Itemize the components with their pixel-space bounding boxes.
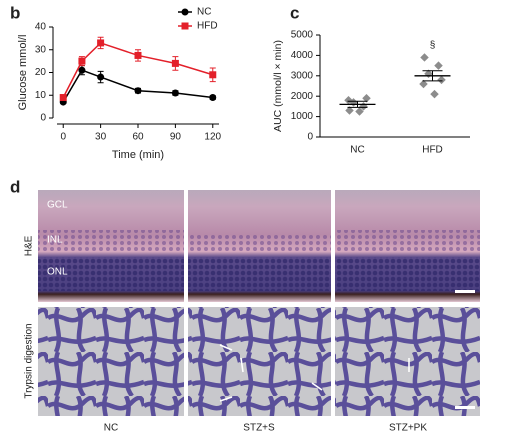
point — [430, 89, 439, 99]
point — [345, 106, 354, 115]
y-tick-label: 2000 — [291, 91, 314, 102]
y-tick-label: 0 — [307, 132, 313, 143]
point — [434, 61, 443, 70]
column-label: NC — [104, 423, 118, 434]
x-tick-label: NC — [350, 145, 364, 156]
point — [344, 96, 353, 105]
y-axis-label: AUC (mmol/l × min) — [272, 40, 284, 132]
y-tick-label: 30 — [35, 44, 47, 55]
y-tick-label: 5000 — [291, 30, 314, 41]
marker — [134, 51, 142, 59]
panel-label: b — [10, 3, 20, 22]
trypsin-image — [335, 307, 480, 416]
x-tick-label: HFD — [422, 145, 443, 156]
layer-label: ONL — [47, 267, 68, 278]
x-tick-label: 120 — [204, 132, 221, 143]
series-line — [62, 42, 213, 98]
marker — [209, 94, 217, 102]
marker — [78, 57, 86, 65]
x-tick-label: 60 — [132, 132, 144, 143]
marker — [97, 39, 105, 47]
marker — [171, 89, 179, 97]
layer-label: INL — [47, 235, 63, 246]
panel-d: d H&E Trypsin digestion GCL INL ONL NC S… — [10, 177, 480, 434]
y-tick-label: 3000 — [291, 70, 314, 81]
y-tick-label: 10 — [35, 90, 47, 101]
row-label: Trypsin digestion — [24, 323, 35, 398]
y-tick-label: 40 — [35, 22, 47, 33]
row-label: H&E — [24, 235, 35, 256]
column-label: STZ+PK — [389, 423, 427, 434]
error-bar — [422, 70, 443, 82]
legend-marker — [181, 8, 189, 16]
legend-marker — [181, 22, 189, 30]
series-line — [62, 69, 213, 103]
point — [355, 107, 364, 116]
error-bar — [347, 100, 368, 108]
y-tick-label: 0 — [40, 113, 46, 124]
y-axis-label: Glucose mmol/l — [17, 35, 29, 111]
layer-label: GCL — [47, 200, 68, 211]
x-axis-label: Time (min) — [112, 149, 164, 161]
marker — [97, 73, 105, 81]
point — [419, 79, 428, 89]
he-overlay — [38, 230, 480, 293]
y-tick-label: 20 — [35, 67, 47, 78]
panel-label: c — [290, 3, 299, 22]
marker — [78, 66, 86, 74]
y-tick-label: 1000 — [291, 111, 314, 122]
marker — [134, 87, 142, 95]
annotation: § — [430, 40, 436, 51]
panel-label: d — [10, 177, 20, 196]
point — [420, 53, 429, 62]
trypsin-image — [188, 307, 331, 416]
point — [437, 75, 446, 85]
column-label: STZ+S — [243, 423, 275, 434]
marker — [59, 94, 67, 102]
arrows — [219, 344, 475, 409]
y-tick-label: 4000 — [291, 50, 314, 61]
marker — [209, 71, 217, 79]
point — [362, 93, 371, 103]
trypsin-image — [38, 307, 184, 416]
legend-label: NC — [197, 7, 211, 18]
legend-label: HFD — [197, 21, 218, 32]
x-tick-label: 0 — [60, 132, 66, 143]
x-tick-label: 30 — [95, 132, 107, 143]
marker — [171, 59, 179, 67]
x-tick-label: 90 — [170, 132, 182, 143]
